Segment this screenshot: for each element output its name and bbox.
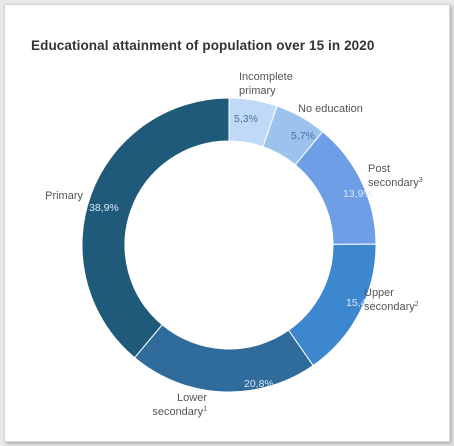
category-label-upper-secondary: secondary2 [364, 301, 419, 313]
value-label-post-secondary: 13,9% [343, 188, 373, 200]
slice-lower-secondary [133, 324, 314, 393]
category-label-no-education: No education [298, 103, 363, 115]
chart-card: Educational attainment of population ove… [4, 4, 450, 442]
value-label-no-education: 5,7% [291, 130, 315, 142]
category-label-upper-secondary: Upper [364, 287, 394, 299]
value-label-primary: 38,9% [89, 202, 119, 214]
donut-chart: 5,3% Incomplete primary 5,7% No education 13,… [45, 71, 423, 418]
value-label-incomplete-primary: 5,3% [234, 113, 258, 125]
category-label-post-secondary: Post [368, 163, 390, 175]
category-label-lower-secondary: Lower [177, 392, 207, 404]
category-label-primary: Primary [45, 190, 83, 202]
value-label-lower-secondary: 20,8% [244, 378, 274, 390]
value-label-upper-secondary: 15,4% [346, 297, 376, 309]
chart-title: Educational attainment of population ove… [31, 38, 375, 53]
category-label-lower-secondary: secondary1 [152, 406, 207, 418]
category-label-incomplete-primary: primary [239, 85, 276, 97]
category-label-incomplete-primary: Incomplete [239, 71, 293, 83]
slice-primary [81, 97, 230, 359]
category-label-post-secondary: secondary3 [368, 177, 423, 189]
